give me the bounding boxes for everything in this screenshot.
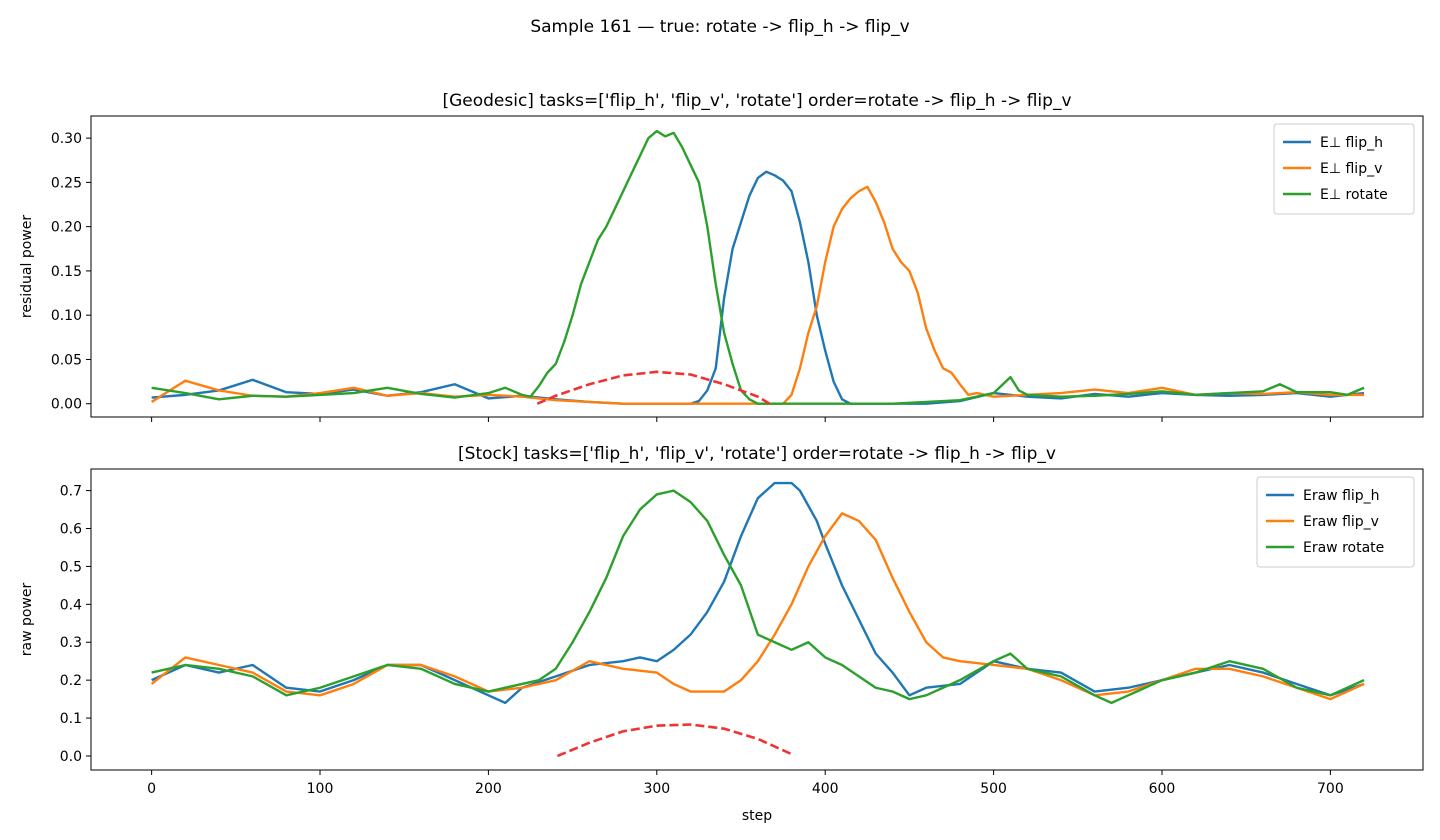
- panel-geodesic: [Geodesic] tasks=['flip_h', 'flip_v', 'r…: [19, 91, 1424, 422]
- stock-legend: Eraw flip_h Eraw flip_v Eraw rotate: [1256, 476, 1415, 568]
- geodesic-title: [Geodesic] tasks=['flip_h', 'flip_v', 'r…: [442, 91, 1071, 111]
- geodesic-axes-frame: [90, 115, 1424, 418]
- stock-xlabel: step: [742, 808, 772, 824]
- stock-series-eraw-flip-v: [150, 512, 1365, 701]
- stock-ytick-label: 0.4: [60, 597, 82, 613]
- stock-ytick-label: 0.6: [60, 522, 82, 538]
- geodesic-ytick-label: 0.30: [51, 131, 82, 147]
- geodesic-ytick-label: 0.10: [51, 308, 82, 324]
- stock-xtick-label: 500: [980, 781, 1007, 797]
- geodesic-legend-label: E⊥ flip_v: [1320, 161, 1382, 177]
- stock-title: [Stock] tasks=['flip_h', 'flip_v', 'rota…: [458, 444, 1056, 464]
- stock-legend-label: Eraw rotate: [1303, 540, 1384, 556]
- geodesic-legend-label: E⊥ flip_h: [1320, 135, 1383, 151]
- stock-series-eraw-flip-h: [151, 481, 1365, 705]
- stock-ylabel: raw power: [19, 583, 35, 657]
- stock-xtick-label: 200: [475, 781, 502, 797]
- stock-ytick-label: 0.1: [60, 711, 82, 727]
- geodesic-series-e-flip-v: [150, 185, 1365, 405]
- stock-xtick-label: 300: [643, 781, 670, 797]
- stock-legend-box: [1256, 476, 1415, 568]
- geodesic-series-e-flip-h: [151, 170, 1365, 405]
- stock-series-group: [150, 481, 1365, 758]
- geodesic-ytick-label: 0.25: [51, 175, 82, 191]
- stock-xtick-label: 0: [147, 781, 156, 797]
- geodesic-ytick-label: 0.20: [51, 220, 82, 236]
- geodesic-legend-label: E⊥ rotate: [1320, 187, 1388, 203]
- figure-suptitle: Sample 161 — true: rotate -> flip_h -> f…: [530, 17, 909, 37]
- geodesic-ytick-label: 0.05: [51, 352, 82, 368]
- stock-ytick-label: 0.7: [60, 484, 82, 500]
- geodesic-series-e-rotate: [151, 129, 1365, 405]
- stock-xtick-label: 400: [812, 781, 839, 797]
- stock-series-eraw-rotate: [151, 489, 1365, 705]
- stock-ytick-label: 0.5: [60, 559, 82, 575]
- stock-series-window-dashed: [556, 723, 793, 758]
- geodesic-ylabel: residual power: [19, 215, 35, 318]
- geodesic-ytick-label: 0.15: [51, 264, 82, 280]
- geodesic-ytick-label: 0.00: [51, 397, 82, 413]
- stock-xtick-label: 700: [1317, 781, 1344, 797]
- geodesic-series-group: [150, 129, 1365, 405]
- geodesic-legend: E⊥ flip_h E⊥ flip_v E⊥ rotate: [1273, 123, 1415, 215]
- stock-xtick-label: 600: [1149, 781, 1176, 797]
- stock-axes-frame: [90, 468, 1424, 771]
- geodesic-series-window-dashed: [536, 370, 771, 405]
- stock-ytick-label: 0.0: [60, 749, 82, 765]
- panel-stock: [Stock] tasks=['flip_h', 'flip_v', 'rota…: [19, 444, 1424, 824]
- stock-ytick-label: 0.3: [60, 635, 82, 651]
- geodesic-legend-box: [1273, 123, 1415, 215]
- stock-ytick-label: 0.2: [60, 673, 82, 689]
- stock-legend-label: Eraw flip_v: [1303, 514, 1379, 530]
- stock-legend-label: Eraw flip_h: [1303, 488, 1380, 504]
- stock-xtick-label: 100: [307, 781, 334, 797]
